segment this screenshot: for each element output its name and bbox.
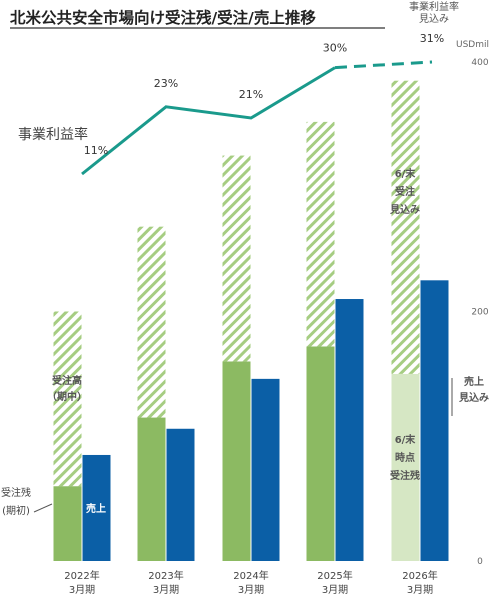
sales-bar: [251, 378, 280, 561]
y-tick-label: 0: [477, 557, 483, 567]
annotation-orders-forecast: 6/末受注見込み: [389, 167, 420, 216]
margin-series-label: 事業利益率: [18, 126, 88, 143]
backlog-bar: [391, 373, 420, 561]
margin-line-dashed: [334, 60, 433, 70]
orders-hatched-bar: [306, 121, 335, 347]
sales-bar: [166, 428, 195, 561]
annotation-orders-in-period: 受注高（期中）: [47, 374, 87, 403]
margin-value-label: 21%: [239, 88, 263, 101]
annotation-margin-forecast: 事業利益率見込み: [409, 0, 459, 25]
x-tick-label: 2022年 3月期: [64, 569, 99, 596]
backlog-bar: [222, 361, 251, 561]
y-tick-label: 200: [471, 308, 488, 318]
chart-title: 北米公共安全市場向け受注残/受注/売上推移: [10, 8, 316, 27]
y-axis-unit: USDmil: [456, 40, 489, 50]
margin-value-label: 31%: [420, 32, 444, 45]
annotation-sales-forecast: 売上見込み: [458, 375, 489, 404]
y-tick-label: 400: [471, 58, 488, 68]
x-tick-label: 2026年 3月期: [402, 569, 437, 596]
margin-value-label: 23%: [154, 77, 178, 90]
orders-hatched-bar: [391, 80, 420, 374]
x-axis-labels: 2022年 3月期 2023年 3月期 2024年 3月期 2025年 3月期 2026年 3月期: [64, 569, 437, 596]
orders-hatched-bar: [53, 311, 82, 487]
orders-hatched-bar: [222, 155, 251, 362]
sales-bar: [335, 299, 364, 561]
sales-bar: [420, 280, 449, 561]
backlog-bar: [306, 346, 335, 561]
annotation-backlog-start: 受注残(期初): [1, 486, 31, 517]
y-axis-ticks: 0 200 400: [471, 58, 488, 567]
orders-hatched-bar: [137, 226, 166, 418]
annotations: 受注高（期中） 受注残(期初) 売上 6/末受注見込み 6/末時点受注残 売上見込み 事業利…: [1, 0, 489, 517]
margin-value-label: 11%: [84, 144, 108, 157]
x-tick-label: 2024年 3月期: [233, 569, 268, 596]
backlog-start-leader: [33, 503, 53, 513]
x-tick-label: 2023年 3月期: [148, 569, 183, 596]
margin-value-label: 30%: [323, 42, 347, 55]
margin-line: 11% 23% 21% 30% 31% 事業利益率: [18, 32, 444, 176]
backlog-bar: [53, 486, 82, 561]
margin-line-solid: [81, 66, 336, 176]
bars: [53, 80, 449, 561]
backlog-bar: [137, 417, 166, 561]
annotation-backlog-at: 6/末時点受注残: [390, 433, 420, 482]
sales-bar: [82, 454, 111, 561]
x-tick-label: 2025年 3月期: [317, 569, 352, 596]
annotation-sales: 売上: [86, 502, 106, 515]
